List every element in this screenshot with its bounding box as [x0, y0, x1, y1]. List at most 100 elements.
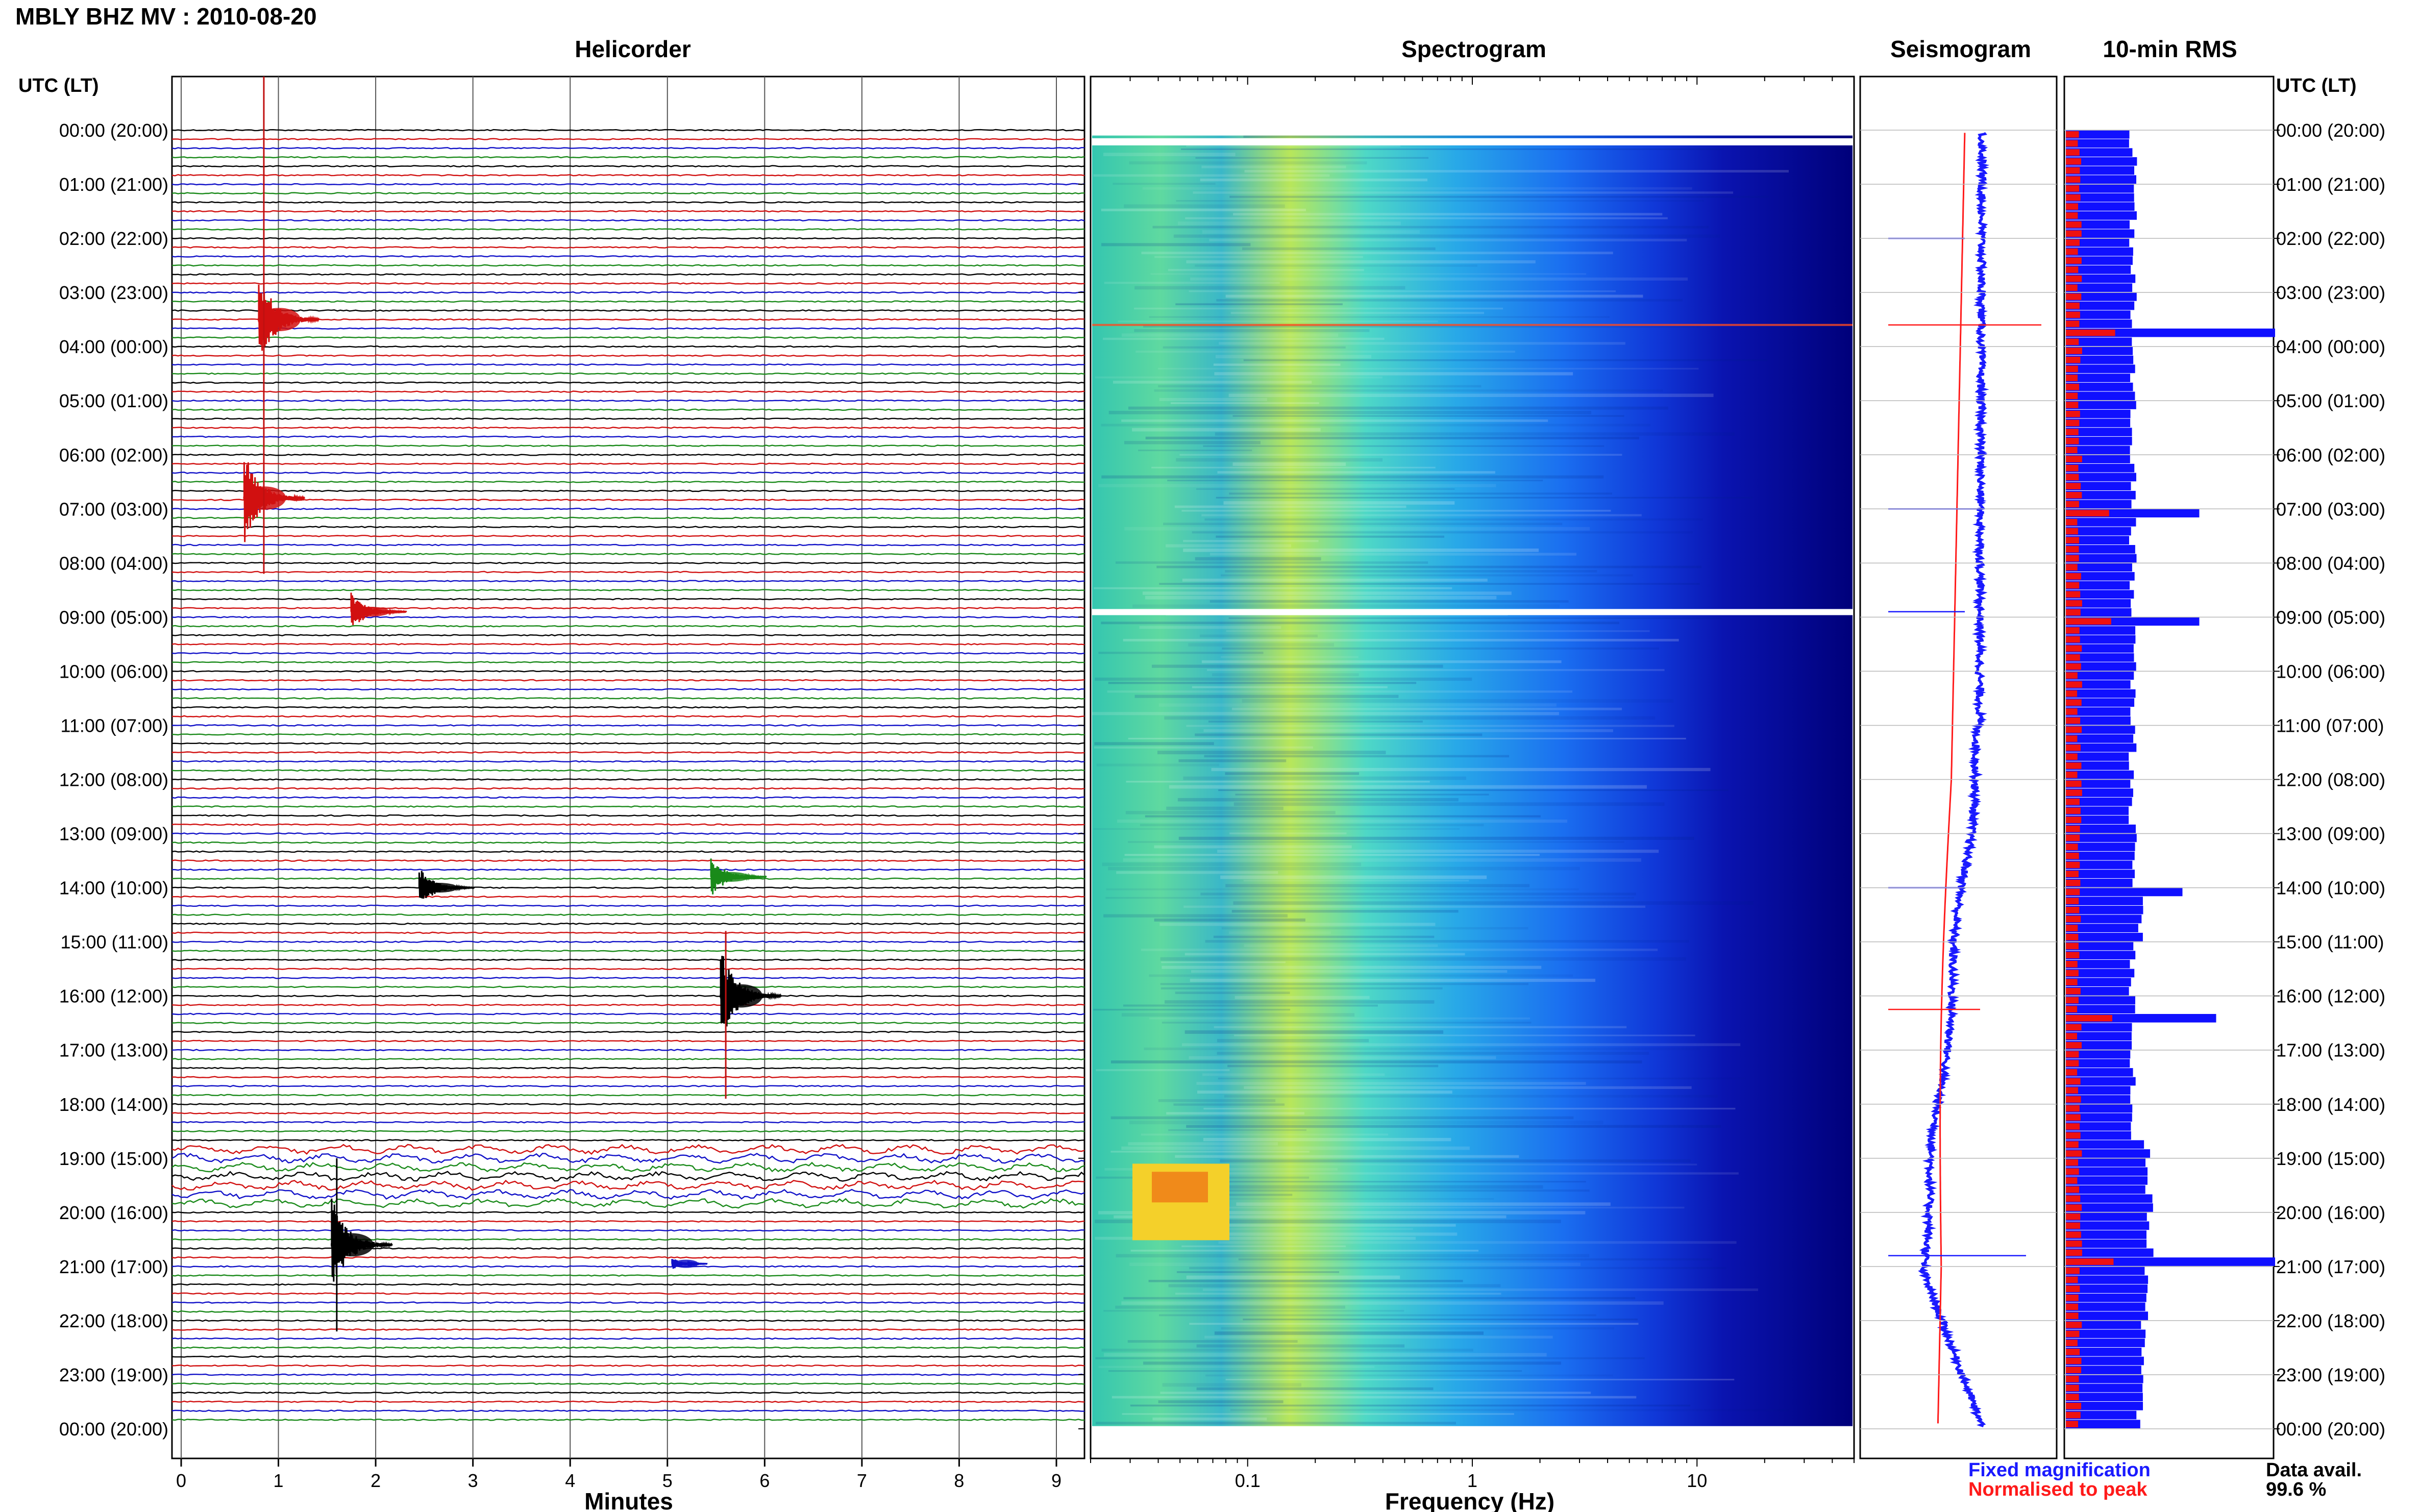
helicorder-trace	[171, 129, 1085, 132]
spectrogram-stripe	[1124, 441, 1261, 444]
helicorder-trace	[171, 1238, 1085, 1241]
rms-bar-normalised	[2066, 302, 2080, 309]
helicorder-trace	[171, 1409, 1084, 1412]
rms-bar-fixed	[2066, 1284, 2148, 1293]
helicorder-trace	[171, 318, 1085, 321]
helicorder-trace	[171, 1355, 1085, 1358]
rms-bar-fixed	[2066, 779, 2131, 788]
helicorder-trace	[171, 688, 1085, 691]
rms-bar-normalised	[2066, 1024, 2082, 1031]
helicorder-trace	[171, 1076, 1085, 1079]
helicorder-trace	[171, 1179, 1085, 1191]
rms-bar-fixed	[2066, 608, 2132, 617]
seismogram-panel	[1859, 76, 2058, 1459]
rms-bar-fixed	[2066, 1131, 2131, 1140]
spectrogram-stripe	[1161, 961, 1286, 963]
rms-bar-normalised	[2066, 1411, 2081, 1419]
helicorder-trace	[171, 814, 1085, 817]
spectrogram-stripe	[1124, 204, 1285, 208]
helicorder-trace	[171, 183, 1085, 186]
rms-bar-normalised	[2066, 284, 2078, 291]
rms-bar-fixed	[2066, 1122, 2131, 1131]
rms-bar-normalised	[2066, 690, 2078, 697]
spectrogram-stripe	[1124, 527, 1590, 531]
rms-bar-fixed	[2066, 148, 2133, 157]
rms-bar-fixed	[2066, 220, 2130, 229]
rms-bar-fixed	[2066, 770, 2134, 779]
rms-bar-fixed	[2066, 797, 2132, 806]
rms-bar-fixed	[2066, 409, 2131, 418]
rms-bar-normalised	[2066, 158, 2082, 165]
rms-bar-normalised	[2066, 365, 2078, 373]
helicorder-trace	[171, 300, 1085, 303]
rms-bar-fixed	[2066, 870, 2135, 878]
helicorder-trace	[171, 1144, 1085, 1155]
helicorder-trace	[171, 823, 1085, 826]
helicorder-trace	[171, 1310, 1085, 1313]
rms-bar-fixed	[2066, 247, 2133, 256]
spectrogram-stripe	[1149, 1017, 1530, 1020]
spectrogram-stripe	[1174, 505, 1406, 508]
spectrogram-stripe	[1191, 970, 1508, 973]
rms-bar-normalised	[2066, 392, 2078, 400]
helicorder-trace	[171, 1049, 1085, 1052]
rms-bar-normalised	[2066, 348, 2082, 354]
helicorder-trace	[171, 778, 1085, 781]
rms-bar-fixed	[2066, 337, 2132, 346]
rms-bar-fixed	[2066, 1023, 2132, 1032]
spectrogram-stripe	[1108, 866, 1580, 871]
spectrogram-stripe	[1201, 660, 1562, 663]
spectrogram-stripe	[1098, 1211, 1586, 1214]
spectrogram-stripe	[1154, 845, 1352, 849]
rms-bar-normalised	[2066, 491, 2082, 499]
spectrogram-stripe	[1108, 411, 1592, 414]
rms-bar-normalised	[2066, 383, 2080, 390]
frequency-axis-label: Frequency (Hz)	[1385, 1488, 1554, 1512]
spectrogram-stripe	[1158, 1314, 1596, 1317]
rms-bar-fixed	[2066, 1212, 2147, 1221]
spectrogram-stripe	[1162, 1022, 1532, 1024]
helicorder-trace	[171, 507, 1085, 510]
helicorder-trace	[171, 760, 1085, 763]
rms-bar-fixed	[2066, 1059, 2130, 1068]
time-label-left: 14:00 (10:00)	[59, 878, 168, 899]
rms-bar-normalised	[2066, 789, 2082, 796]
time-label-left: 22:00 (18:00)	[59, 1310, 168, 1331]
spectrogram-stripe	[1201, 165, 1346, 168]
spectrogram-stripe	[1117, 820, 1568, 823]
spectrogram-stripe	[1215, 432, 1735, 436]
spectrogram-stripe	[1175, 1155, 1519, 1158]
spectrogram-stripe	[1158, 385, 1482, 388]
rms-bar-fixed	[2066, 1329, 2146, 1339]
spectrogram-stripe	[1183, 548, 1539, 552]
time-label-left: 21:00 (17:00)	[59, 1256, 168, 1277]
helicorder-trace	[171, 426, 1085, 429]
rms-bar-fixed	[2066, 1230, 2146, 1239]
spectrogram-stripe	[1179, 1172, 1739, 1175]
spectrogram-stripe	[1186, 1125, 1721, 1128]
rms-bar-normalised	[2066, 1330, 2080, 1337]
spectrogram-stripe	[1203, 1107, 1736, 1110]
rms-bar-fixed	[2066, 1266, 2145, 1275]
helicorder-trace	[171, 192, 1085, 195]
spectrogram-stripe	[1128, 737, 1686, 739]
rms-bar-normalised	[2066, 1367, 2082, 1373]
rms-bar-fixed	[2066, 1366, 2141, 1374]
rms-bar-normalised	[2066, 1033, 2078, 1040]
rms-bar-fixed	[2066, 996, 2135, 1005]
rms-bar-normalised	[2066, 447, 2078, 454]
helicorder-trace	[171, 1112, 1085, 1114]
rms-bar-fixed	[2066, 1149, 2151, 1158]
helicorder-trace	[171, 417, 1085, 420]
rms-bar-fixed	[2066, 905, 2143, 914]
spectrogram-stripe	[1176, 1271, 1340, 1273]
rms-bar-normalised	[2066, 636, 2080, 643]
rms-bar-normalised	[2066, 915, 2081, 923]
spectrogram-stripe	[1200, 893, 1636, 896]
helicorder-trace	[171, 1364, 1085, 1367]
spectrogram-stripe	[1154, 918, 1305, 922]
rms-bar-normalised	[2066, 798, 2080, 805]
rms-bar-normalised	[2066, 555, 2079, 562]
rms-bar-normalised	[2066, 1150, 2082, 1157]
helicorder-trace	[171, 634, 1085, 637]
